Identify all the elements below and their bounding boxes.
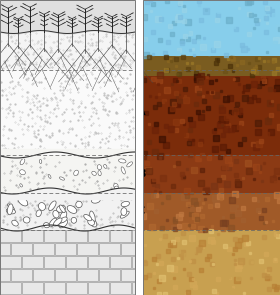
Bar <box>143 0 280 58</box>
Bar <box>22 256 43 268</box>
Bar <box>33 243 54 255</box>
Ellipse shape <box>20 170 25 175</box>
Bar <box>88 230 109 242</box>
Bar <box>0 32 135 70</box>
Ellipse shape <box>57 205 66 212</box>
Bar <box>132 282 135 294</box>
Bar <box>88 256 109 268</box>
Bar <box>44 282 65 294</box>
Bar <box>55 269 76 281</box>
Ellipse shape <box>114 183 118 188</box>
Ellipse shape <box>92 171 96 175</box>
Ellipse shape <box>36 210 41 217</box>
Ellipse shape <box>104 165 107 168</box>
Bar <box>0 155 135 193</box>
Ellipse shape <box>121 208 127 216</box>
Ellipse shape <box>8 204 15 210</box>
Bar <box>55 243 76 255</box>
Bar <box>88 282 109 294</box>
Text: C: C <box>138 206 145 216</box>
Bar <box>66 282 87 294</box>
Bar <box>0 0 135 32</box>
Ellipse shape <box>76 201 82 208</box>
Ellipse shape <box>67 206 77 213</box>
Ellipse shape <box>59 205 65 213</box>
Bar <box>110 256 131 268</box>
Ellipse shape <box>92 198 100 203</box>
Bar <box>0 0 135 295</box>
Bar <box>135 0 143 295</box>
Ellipse shape <box>57 216 66 223</box>
Ellipse shape <box>88 219 95 225</box>
Bar <box>33 269 54 281</box>
Bar <box>77 243 98 255</box>
Bar <box>66 256 87 268</box>
Bar <box>22 230 43 242</box>
Bar <box>99 243 120 255</box>
Ellipse shape <box>38 203 46 210</box>
Bar <box>143 193 280 230</box>
Ellipse shape <box>60 211 67 221</box>
Ellipse shape <box>89 218 97 227</box>
Bar <box>0 243 10 255</box>
Ellipse shape <box>120 211 129 218</box>
Bar <box>0 256 21 268</box>
Bar <box>143 155 280 193</box>
Bar <box>0 70 135 155</box>
Ellipse shape <box>23 217 30 223</box>
Ellipse shape <box>6 208 15 214</box>
Ellipse shape <box>59 219 67 228</box>
Bar <box>121 269 135 281</box>
Bar <box>132 230 135 242</box>
Bar <box>99 269 120 281</box>
Bar <box>44 230 65 242</box>
Bar <box>0 230 21 242</box>
Ellipse shape <box>121 201 129 207</box>
Ellipse shape <box>20 159 25 165</box>
Bar <box>44 256 65 268</box>
Ellipse shape <box>48 174 51 178</box>
Ellipse shape <box>59 177 64 180</box>
Ellipse shape <box>18 196 28 206</box>
Bar <box>66 230 87 242</box>
Bar <box>143 70 280 155</box>
Bar <box>143 56 280 76</box>
Bar <box>22 282 43 294</box>
Bar <box>110 282 131 294</box>
Ellipse shape <box>20 184 22 187</box>
Bar <box>0 193 135 230</box>
Ellipse shape <box>90 211 95 222</box>
Ellipse shape <box>12 220 18 226</box>
Ellipse shape <box>43 223 50 228</box>
Ellipse shape <box>118 159 126 163</box>
Bar <box>121 243 135 255</box>
Ellipse shape <box>39 159 42 163</box>
Bar <box>77 269 98 281</box>
Ellipse shape <box>49 218 57 227</box>
Ellipse shape <box>53 210 59 218</box>
Bar <box>143 0 280 295</box>
Bar <box>11 269 32 281</box>
Bar <box>132 256 135 268</box>
Ellipse shape <box>53 218 62 226</box>
Ellipse shape <box>71 217 77 223</box>
Bar <box>0 282 21 294</box>
Ellipse shape <box>84 214 92 221</box>
Ellipse shape <box>8 204 13 215</box>
Text: A: A <box>138 107 146 117</box>
Ellipse shape <box>60 217 67 223</box>
Bar <box>110 230 131 242</box>
Ellipse shape <box>127 162 133 167</box>
Ellipse shape <box>74 170 78 176</box>
Ellipse shape <box>114 186 119 189</box>
Bar <box>143 230 280 295</box>
Ellipse shape <box>98 171 101 176</box>
Bar <box>0 269 10 281</box>
Bar <box>11 243 32 255</box>
Text: B: B <box>138 169 145 179</box>
Ellipse shape <box>121 167 125 174</box>
Ellipse shape <box>97 165 102 170</box>
Bar <box>0 0 135 295</box>
Ellipse shape <box>49 201 56 211</box>
